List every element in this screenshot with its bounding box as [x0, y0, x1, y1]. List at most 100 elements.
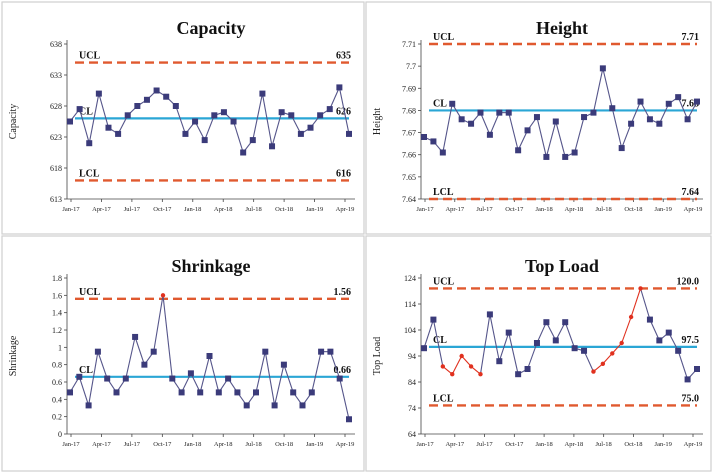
- shrinkage-y-tick-label: 0.4: [52, 395, 62, 404]
- shrinkage-cl-label: CL: [79, 365, 93, 376]
- capacity-series-segment: [233, 121, 244, 153]
- top-load-data-point: [421, 345, 427, 352]
- height-data-point: [609, 105, 616, 112]
- height-x-tick-label: Jul-18: [596, 206, 612, 213]
- top-load-series-segment: [489, 314, 500, 362]
- height-x-tick-label: Apr-18: [565, 206, 584, 213]
- height-series-segment: [536, 116, 547, 158]
- top-load-series-segment: [527, 342, 538, 370]
- height-series-segment: [658, 103, 670, 124]
- top-load-data-point: [505, 329, 512, 336]
- top-load-cl-label: CL: [433, 335, 447, 346]
- shrinkage-panel-frame: [1, 235, 365, 472]
- capacity-ucl-value: 635: [336, 51, 351, 62]
- height-data-point: [562, 153, 569, 160]
- height-lcl-label: LCL: [433, 187, 454, 198]
- height-data-point: [684, 116, 691, 123]
- height-data-point: [533, 114, 540, 121]
- height-x-tick-label: Jul-17: [476, 206, 493, 213]
- top-load-series-segment: [423, 319, 434, 349]
- shrinkage-data-point: [122, 375, 129, 382]
- shrinkage-series-segment: [208, 355, 220, 393]
- height-data-point: [430, 138, 437, 145]
- top-load-x-tick-label: Apr-18: [565, 441, 584, 448]
- height-data-point: [694, 98, 700, 105]
- top-load-y-tick-label: 94: [408, 352, 416, 361]
- height-data-point: [656, 120, 663, 127]
- height-series-segment: [545, 121, 557, 158]
- top-load-x-tick-label: Jan-17: [416, 441, 434, 448]
- shrinkage-data-point: [234, 389, 241, 396]
- shrinkage-series-segment: [134, 336, 145, 365]
- shrinkage-series-segment: [311, 351, 322, 393]
- height-data-point: [421, 134, 427, 140]
- shrinkage-data-point: [290, 389, 297, 396]
- capacity-cl-value: 626: [336, 106, 351, 117]
- capacity-data-point: [230, 118, 237, 125]
- capacity-data-point: [211, 112, 218, 119]
- shrinkage-data-point: [76, 373, 83, 380]
- shrinkage-chart-panel: Shrinkage 0 0.2 0.4 0.6 0.8 1 1.2 1.4 1.6 1.8 Jan-1…: [1, 235, 365, 472]
- height-data-point: [458, 116, 465, 123]
- height-y-tick-label: 7.64: [402, 195, 416, 204]
- height-data-point: [675, 94, 682, 101]
- capacity-data-point: [192, 118, 199, 125]
- height-y-tick-label: 7.71: [402, 40, 416, 49]
- height-data-point: [665, 100, 672, 107]
- top-load-x-tick-label: Jul-18: [596, 441, 612, 448]
- top-load-series-segment: [564, 322, 576, 349]
- capacity-series-segment: [261, 93, 273, 147]
- capacity-data-point: [172, 103, 179, 109]
- shrinkage-data-point: [336, 375, 343, 382]
- top-load-series-segment: [451, 355, 463, 375]
- top-load-series-segment: [545, 321, 557, 341]
- top-load-out-of-control-point: [468, 364, 474, 369]
- height-series-segment: [630, 101, 642, 124]
- height-x-tick-label: Jan-18: [535, 206, 552, 213]
- height-x-tick-label: Jan-19: [655, 206, 672, 213]
- height-y-tick-label: 7.65: [402, 173, 416, 182]
- capacity-x-tick-label: Apr-19: [336, 206, 355, 213]
- top-load-series-segment: [611, 342, 623, 354]
- capacity-data-point: [317, 112, 324, 119]
- height-y-tick-label: 7.7: [406, 62, 416, 71]
- height-series-segment: [517, 130, 529, 151]
- capacity-x-tick-label: Jan-19: [306, 206, 323, 213]
- height-data-point: [449, 100, 456, 107]
- capacity-y-tick-label: 633: [50, 71, 62, 80]
- capacity-chart-panel: Capacity 613 618 623 628 633 638 Jan-17 Apr-17 Ju…: [1, 1, 365, 235]
- shrinkage-data-point: [327, 348, 334, 355]
- shrinkage-x-tick-label: Jul-18: [246, 441, 262, 448]
- top-load-data-point: [524, 366, 531, 372]
- shrinkage-data-point: [253, 389, 259, 396]
- capacity-data-point: [201, 137, 208, 144]
- height-ucl-label: UCL: [433, 32, 454, 43]
- shrinkage-out-of-control-point: [160, 293, 166, 298]
- capacity-x-tick-label: Jul-18: [246, 206, 262, 213]
- capacity-data-point: [105, 124, 112, 131]
- shrinkage-data-point: [243, 402, 250, 409]
- top-load-x-tick-label: Apr-17: [445, 441, 464, 448]
- top-load-series-segment: [602, 353, 613, 365]
- height-cl-value: 7.68: [682, 98, 700, 109]
- capacity-data-point: [163, 93, 170, 100]
- shrinkage-data-point: [318, 348, 325, 355]
- top-load-y-tick-label: 124: [404, 274, 416, 283]
- capacity-series-segment: [194, 121, 206, 141]
- top-load-data-point: [665, 329, 672, 336]
- shrinkage-data-point: [197, 389, 204, 396]
- top-load-data-point: [581, 347, 588, 354]
- height-data-point: [496, 109, 503, 116]
- top-load-ucl-value: 120.0: [677, 276, 700, 287]
- capacity-data-point: [115, 130, 122, 137]
- height-y-tick-label: 7.69: [402, 84, 416, 93]
- shrinkage-ucl-value: 1.56: [334, 287, 352, 298]
- shrinkage-data-point: [104, 375, 111, 382]
- top-load-data-point: [675, 347, 682, 354]
- capacity-chart-title: Capacity: [177, 18, 246, 38]
- shrinkage-series-segment: [264, 351, 276, 406]
- capacity-data-point: [153, 87, 160, 94]
- top-load-out-of-control-point: [610, 351, 615, 356]
- capacity-data-point: [76, 106, 83, 113]
- capacity-series-segment: [204, 115, 215, 141]
